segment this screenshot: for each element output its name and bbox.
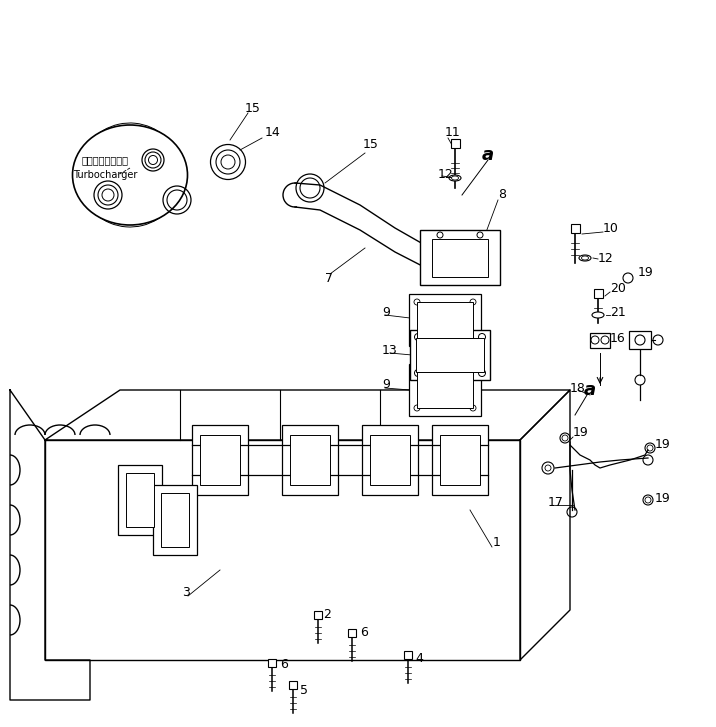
Bar	[410, 330, 490, 380]
FancyBboxPatch shape	[571, 223, 579, 233]
Text: 8: 8	[498, 188, 506, 201]
Text: Turbocharger: Turbocharger	[73, 170, 137, 180]
Bar	[192, 425, 248, 495]
Ellipse shape	[579, 255, 591, 261]
Ellipse shape	[94, 181, 122, 209]
Text: 10: 10	[603, 222, 619, 235]
Bar	[409, 294, 481, 346]
Bar	[282, 425, 338, 495]
Bar	[417, 302, 473, 338]
Bar	[200, 435, 240, 485]
Bar	[417, 372, 473, 408]
Text: 1: 1	[493, 537, 501, 550]
Text: 7: 7	[325, 271, 333, 284]
Text: 4: 4	[415, 651, 423, 664]
Text: ターボチャージャ: ターボチャージャ	[82, 155, 128, 165]
Text: 9: 9	[382, 305, 390, 318]
FancyBboxPatch shape	[594, 289, 602, 297]
Bar	[126, 473, 154, 527]
Bar	[432, 239, 488, 277]
Bar	[440, 435, 480, 485]
Text: a: a	[482, 146, 494, 164]
Text: 3: 3	[182, 585, 190, 598]
Polygon shape	[45, 440, 520, 660]
FancyBboxPatch shape	[348, 629, 356, 637]
FancyBboxPatch shape	[314, 611, 322, 619]
Text: 21: 21	[610, 305, 626, 318]
Text: 17: 17	[548, 497, 564, 510]
Text: 2: 2	[323, 608, 331, 622]
Bar	[153, 485, 197, 555]
Ellipse shape	[142, 149, 164, 171]
Ellipse shape	[449, 175, 461, 181]
Text: 11: 11	[445, 126, 461, 140]
FancyBboxPatch shape	[268, 659, 276, 667]
Text: 13: 13	[382, 343, 398, 356]
Bar	[432, 425, 488, 495]
Text: 16: 16	[610, 332, 626, 345]
Bar	[161, 493, 189, 547]
Polygon shape	[192, 445, 488, 475]
Text: 19: 19	[638, 267, 654, 279]
Text: 14: 14	[265, 126, 281, 140]
Text: 6: 6	[360, 627, 368, 640]
Ellipse shape	[72, 125, 188, 225]
Bar	[370, 435, 410, 485]
Ellipse shape	[592, 312, 604, 318]
FancyBboxPatch shape	[590, 332, 610, 348]
FancyBboxPatch shape	[450, 139, 460, 148]
Text: 18: 18	[570, 382, 586, 395]
FancyBboxPatch shape	[289, 681, 297, 689]
Bar	[290, 435, 330, 485]
Bar	[118, 465, 162, 535]
Text: 6: 6	[280, 659, 288, 672]
FancyBboxPatch shape	[404, 651, 412, 659]
Text: 20: 20	[610, 281, 626, 294]
Text: 19: 19	[655, 438, 671, 451]
Bar	[420, 230, 500, 285]
Text: a: a	[584, 381, 596, 399]
Bar	[362, 425, 418, 495]
Bar	[409, 364, 481, 416]
FancyBboxPatch shape	[629, 331, 651, 349]
Text: 12: 12	[598, 252, 614, 265]
Text: 12: 12	[438, 169, 454, 182]
Text: 19: 19	[573, 427, 589, 440]
Bar	[416, 338, 484, 372]
Text: 15: 15	[245, 102, 261, 114]
Text: 9: 9	[382, 379, 390, 392]
Text: 5: 5	[300, 683, 308, 696]
Text: 15: 15	[363, 139, 379, 151]
Text: 19: 19	[655, 491, 671, 505]
Polygon shape	[10, 390, 90, 700]
